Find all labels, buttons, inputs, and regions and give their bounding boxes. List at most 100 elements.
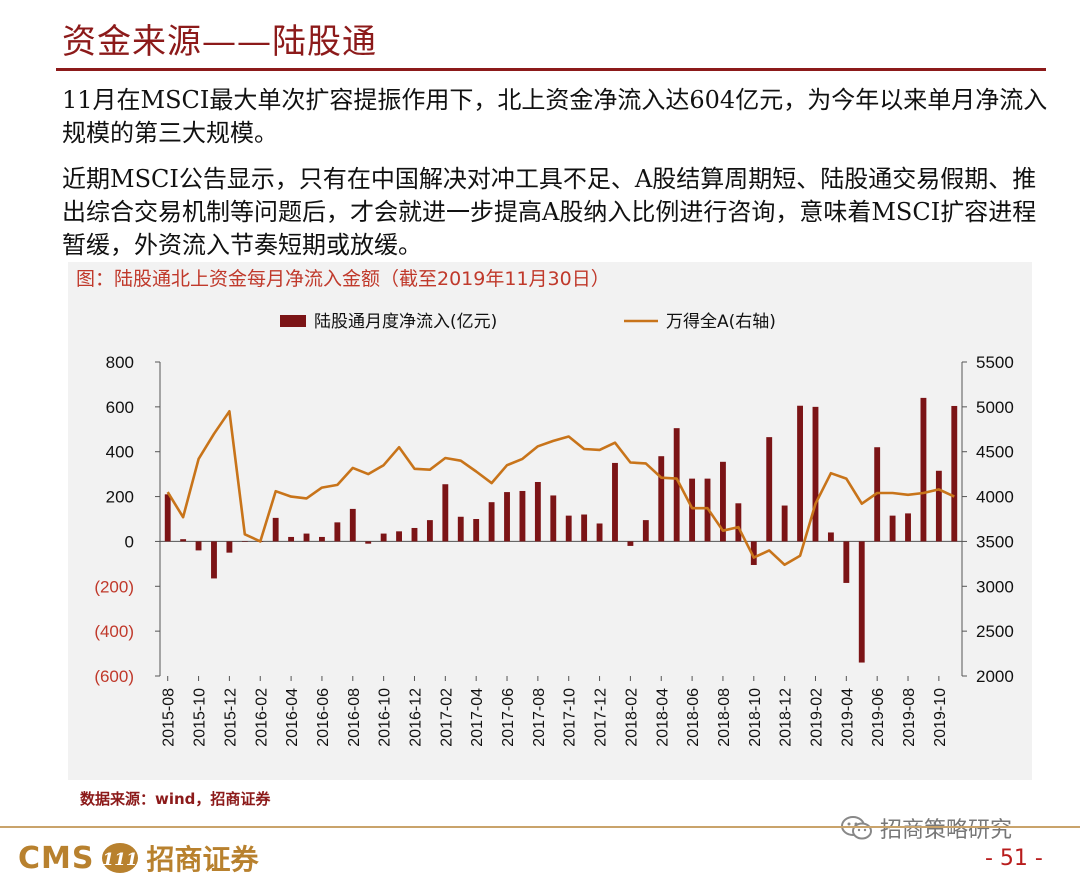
bar-2016-08 <box>349 508 356 542</box>
bar-2016-12 <box>411 527 418 542</box>
bar-2019-11 <box>951 405 958 542</box>
bar-2016-01 <box>241 541 248 542</box>
watermark-text: 招商策略研究 <box>880 818 1013 843</box>
bar-2016-04 <box>288 536 295 542</box>
chart-caption: 图：陆股通北上资金每月净流入金额（截至2019年11月30日） <box>76 268 610 290</box>
page-number: - 51 - <box>985 846 1043 871</box>
right-tick-label: 4500 <box>976 443 1014 462</box>
bar-2017-02 <box>442 484 449 542</box>
left-tick-label: (600) <box>94 667 134 686</box>
bar-2016-11 <box>396 531 402 542</box>
bar-2019-07 <box>889 515 896 542</box>
bar-2017-10 <box>565 515 572 542</box>
x-tick-label: 2017-10 <box>562 688 579 747</box>
left-tick-label: 200 <box>106 488 134 507</box>
paragraph-1: 11月在MSCI最大单次扩容提振作用下，北上资金净流入达604亿元，为今年以来单… <box>62 86 1048 147</box>
company-logo: CMS 111 招商证券 <box>18 838 259 878</box>
logo-badge-text: 111 <box>103 850 139 870</box>
right-tick-label: 2000 <box>976 667 1014 686</box>
left-tick-label: 600 <box>106 398 134 417</box>
x-tick-label: 2017-06 <box>500 688 517 747</box>
bar-2018-03 <box>642 520 649 542</box>
x-tick-label: 2017-04 <box>469 688 486 747</box>
bar-2017-05 <box>488 502 495 542</box>
x-tick-label: 2018-04 <box>654 688 671 747</box>
bar-2018-11 <box>766 437 773 542</box>
bar-2016-10 <box>380 533 387 542</box>
bar-2017-12 <box>596 523 603 542</box>
x-tick-label: 2016-06 <box>315 688 332 747</box>
right-tick-label: 3000 <box>976 577 1014 596</box>
bar-2015-09 <box>180 539 187 542</box>
x-tick-label: 2018-06 <box>685 688 702 747</box>
bar-2019-02 <box>812 406 819 542</box>
bar-2017-07 <box>519 490 526 542</box>
bar-2016-06 <box>319 536 325 542</box>
bar-2018-06 <box>689 478 696 542</box>
title-divider <box>56 68 1046 71</box>
legend-bar-label: 陆股通月度净流入(亿元) <box>314 312 497 332</box>
bar-2015-08 <box>164 494 171 542</box>
bar-2017-04 <box>473 519 480 542</box>
left-tick-label: 0 <box>125 532 134 551</box>
paragraph-2: 近期MSCI公告显示，只有在中国解决对冲工具不足、A股结算周期短、陆股通交易假期… <box>62 165 1037 259</box>
chart: 8006004002000(200)(400)(600)550050004500… <box>94 312 1014 747</box>
logo-company-name: 招商证券 <box>146 843 259 876</box>
left-tick-label: (400) <box>94 622 134 641</box>
right-tick-label: 3500 <box>976 532 1014 551</box>
wechat-icon <box>841 816 872 840</box>
bar-2017-11 <box>581 514 588 542</box>
x-tick-label: 2017-12 <box>593 688 610 747</box>
watermark: 招商策略研究 <box>840 812 1012 844</box>
x-tick-label: 2016-02 <box>253 688 270 747</box>
bar-2017-01 <box>426 520 433 542</box>
chart-panel <box>68 262 1032 780</box>
bar-2019-10 <box>935 470 942 542</box>
x-tick-label: 2015-10 <box>192 688 209 747</box>
bar-2015-12 <box>226 541 233 553</box>
bar-2016-07 <box>334 522 341 542</box>
x-tick-label: 2018-10 <box>747 688 764 747</box>
bar-2018-04 <box>658 456 665 542</box>
bar-2017-08 <box>534 481 541 542</box>
right-tick-label: 5500 <box>976 353 1014 372</box>
bar-2015-10 <box>195 541 202 551</box>
x-tick-label: 2015-12 <box>222 688 239 747</box>
bar-2018-08 <box>720 461 726 542</box>
x-tick-label: 2018-02 <box>623 688 640 747</box>
left-tick-label: 800 <box>106 353 134 372</box>
x-tick-label: 2019-02 <box>808 688 825 747</box>
right-tick-label: 2500 <box>976 622 1014 641</box>
bar-2019-08 <box>905 513 911 542</box>
bar-2019-03 <box>827 532 834 542</box>
bar-2019-01 <box>797 405 803 542</box>
bar-2018-12 <box>781 505 788 542</box>
legend-line-label: 万得全A(右轴) <box>666 312 776 332</box>
x-tick-label: 2016-08 <box>346 688 363 747</box>
right-tick-label: 4000 <box>976 488 1014 507</box>
bar-2016-05 <box>303 533 310 542</box>
x-tick-label: 2019-06 <box>870 688 887 747</box>
left-tick-label: (200) <box>94 577 134 596</box>
bar-2017-06 <box>504 492 510 542</box>
x-tick-label: 2019-04 <box>839 688 856 747</box>
logo-badge-icon: 111 <box>102 843 139 873</box>
x-tick-label: 2016-10 <box>377 688 394 747</box>
logo-cms-text: CMS <box>18 840 95 876</box>
wind-all-a-line <box>166 410 955 567</box>
bar-2019-09 <box>920 397 927 542</box>
bar-2018-01 <box>612 462 618 542</box>
bar-2017-03 <box>457 516 464 542</box>
x-tick-label: 2017-02 <box>438 688 455 747</box>
bar-2016-09 <box>365 541 372 544</box>
x-tick-label: 2017-08 <box>531 688 548 747</box>
x-tick-label: 2018-12 <box>778 688 795 747</box>
x-tick-label: 2019-10 <box>932 688 949 747</box>
bar-2016-03 <box>272 517 279 542</box>
data-source: 数据来源：wind，招商证券 <box>80 790 271 808</box>
page-title: 资金来源——陆股通 <box>62 22 377 62</box>
bar-2018-10 <box>750 541 757 565</box>
x-tick-label: 2018-08 <box>716 688 733 747</box>
bar-2019-05 <box>858 541 865 663</box>
legend-bar-swatch <box>280 315 306 327</box>
